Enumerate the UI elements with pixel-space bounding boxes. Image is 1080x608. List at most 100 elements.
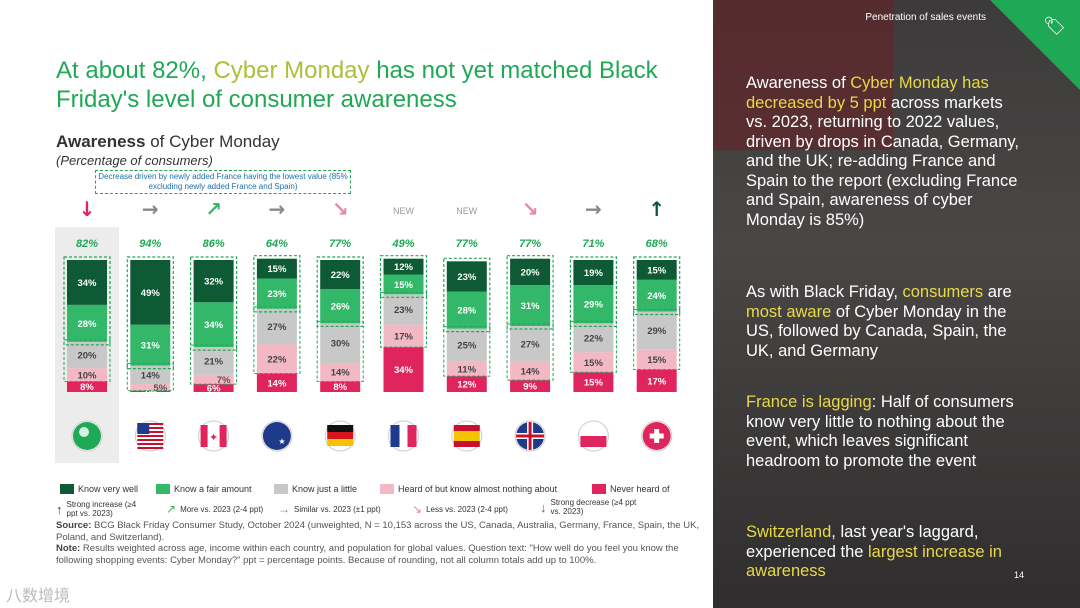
aware-bracket <box>443 326 491 377</box>
data-label: 17% <box>394 331 414 342</box>
bar-segment <box>193 374 234 385</box>
trend-arrow-icon: ↑ <box>648 197 665 221</box>
insight-most-aware: As with Black Friday, consumers are most… <box>746 283 1012 360</box>
bar-segment <box>256 278 297 309</box>
data-label: 12% <box>394 262 414 273</box>
es-band <box>453 441 480 447</box>
total-label: 77% <box>329 238 351 250</box>
bar-segment <box>256 258 297 279</box>
know-bracket <box>633 256 681 316</box>
data-label: 6% <box>207 384 221 395</box>
aware-bracket <box>316 320 364 382</box>
legend-similar: → Similar vs. 2023 (±1 ppt) <box>278 502 381 516</box>
data-label: 9% <box>523 382 537 393</box>
us-stripe <box>137 427 164 429</box>
bar-segment <box>573 372 614 392</box>
data-label: 34% <box>204 320 224 331</box>
bar-segment <box>320 323 361 363</box>
data-label: 34% <box>394 365 414 376</box>
data-label: 7% <box>217 375 231 386</box>
aware-bracket <box>190 344 238 385</box>
data-label: 23% <box>457 272 477 283</box>
us-stripe <box>137 435 164 437</box>
bar-segment <box>320 289 361 324</box>
data-label: 14% <box>141 370 161 381</box>
us-stripe <box>137 431 164 433</box>
know-bracket <box>190 256 238 351</box>
total-label: 94% <box>139 238 161 250</box>
new-label: NEW <box>456 206 478 216</box>
bar-segment <box>320 260 361 290</box>
bar-segment <box>636 349 677 370</box>
legend-strong-decrease: ↓ Strong decrease (≥4 ppt vs. 2023) <box>540 498 637 516</box>
bar-segment <box>446 328 487 362</box>
bar-segment <box>383 347 424 392</box>
legend-more: ↗ More vs. 2023 (2-4 ppt) <box>166 502 264 516</box>
data-label: 15% <box>647 265 667 276</box>
data-label: 27% <box>267 322 287 333</box>
de-band <box>327 425 354 432</box>
data-label: 20% <box>77 351 97 362</box>
bar-segment <box>573 352 614 373</box>
know-bracket <box>126 256 174 370</box>
data-label: 28% <box>457 306 477 317</box>
bar-segment <box>130 260 171 325</box>
legend-less: ↘ Less vs. 2023 (2-4 ppt) <box>412 502 508 516</box>
bar-segment <box>67 368 107 382</box>
aware-bracket <box>63 339 111 382</box>
data-label: 22% <box>267 355 287 366</box>
data-label: 15% <box>584 358 604 369</box>
data-label: 28% <box>77 319 97 330</box>
fr-band <box>390 425 400 447</box>
fr-band <box>407 425 417 447</box>
trend-arrow-icon: ↓ <box>79 197 96 221</box>
data-label: 19% <box>584 268 604 279</box>
trend-arrow-icon: ↘ <box>332 197 349 221</box>
data-label: 14% <box>267 378 287 389</box>
corner-badge <box>990 0 1080 90</box>
legend-never-heard: Never heard of <box>592 484 670 494</box>
bar-segment <box>193 347 234 375</box>
bar-segment <box>130 324 171 366</box>
arrow-down-right-icon: ↘ <box>412 502 423 516</box>
trend-arrow-icon: → <box>585 197 602 221</box>
legend-swatch <box>592 484 606 494</box>
bar-segment <box>67 260 107 305</box>
de-band <box>327 432 354 439</box>
data-label: 29% <box>647 326 667 337</box>
legend-know-fair-amount: Know a fair amount <box>156 484 252 494</box>
data-label: 23% <box>267 289 287 300</box>
bar-segment <box>446 376 487 392</box>
new-label: NEW <box>393 206 415 216</box>
arrow-up-icon: ↑ <box>56 501 63 517</box>
ch-cross <box>654 429 660 443</box>
bar-segment <box>510 380 551 392</box>
data-label: 22% <box>584 333 604 344</box>
es-band <box>453 431 480 441</box>
legend-swatch <box>156 484 170 494</box>
data-label: 31% <box>521 301 541 312</box>
insight-awareness: Awareness of Cyber Monday has decreased … <box>746 74 1019 229</box>
data-label: 23% <box>394 305 414 316</box>
bar-segment <box>510 258 551 286</box>
data-label: 10% <box>77 370 97 381</box>
data-label: 8% <box>333 382 347 393</box>
pl-band <box>580 436 607 447</box>
total-label: 77% <box>456 238 478 250</box>
total-label: 71% <box>582 238 604 250</box>
know-bracket <box>316 256 364 327</box>
bar-segment <box>256 373 297 392</box>
aware-bracket <box>380 291 427 348</box>
legend: Know very well Know a fair amount Know j… <box>56 484 706 520</box>
legend-swatch <box>274 484 288 494</box>
callout-note: Decrease driven by newly added France ha… <box>95 170 351 194</box>
data-label: 21% <box>204 356 224 367</box>
data-label: 25% <box>457 341 477 352</box>
bar-segment <box>256 308 297 345</box>
bar-segment <box>446 291 487 329</box>
aware-bracket <box>569 320 617 373</box>
know-bracket <box>443 257 491 333</box>
maple-leaf-icon: ✦ <box>209 432 218 444</box>
legend-heard-of: Heard of but know almost nothing about <box>380 484 557 494</box>
legend-strong-increase: ↑ Strong increase (≥4 ppt vs. 2023) <box>56 500 137 518</box>
